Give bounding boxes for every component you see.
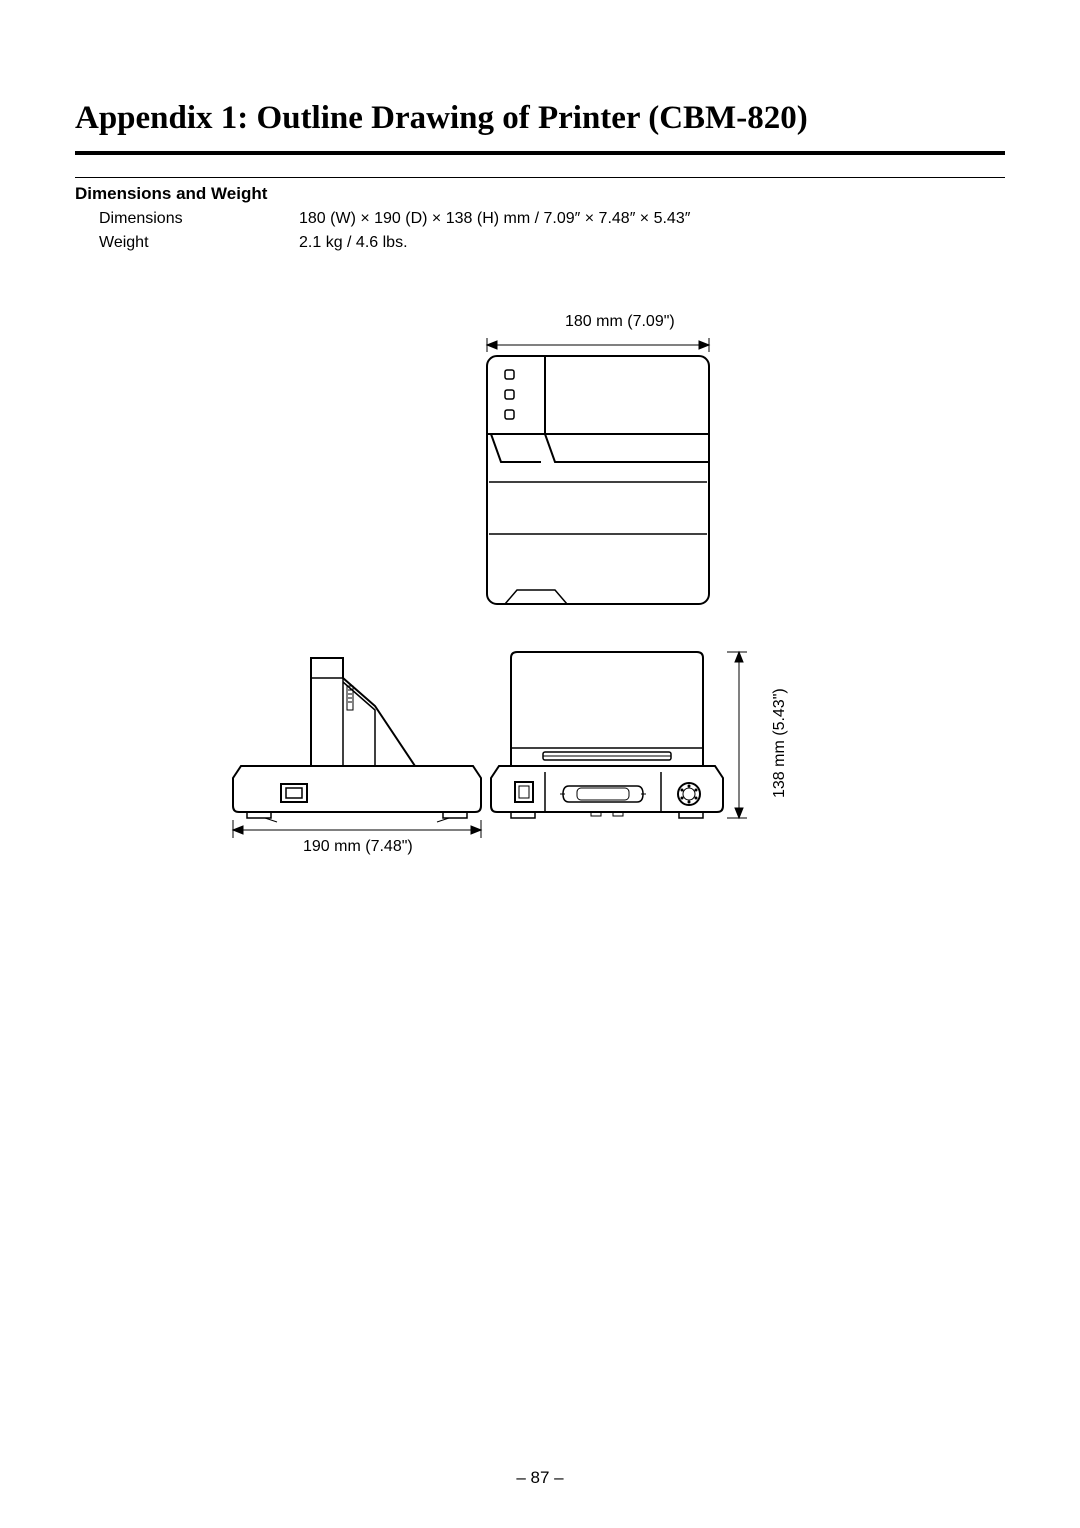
title-rule	[75, 151, 1005, 155]
page-title: Appendix 1: Outline Drawing of Printer (…	[75, 100, 1005, 137]
front-view-drawing	[483, 628, 773, 858]
spec-row-dimensions: Dimensions 180 (W) × 190 (D) × 138 (H) m…	[99, 210, 1005, 228]
spec-label: Weight	[99, 234, 299, 252]
front-view-dim-label: 138 mm (5.43")	[771, 688, 789, 798]
figure-area: 180 mm (7.09")	[75, 258, 1005, 1158]
spec-row-weight: Weight 2.1 kg / 4.6 lbs.	[99, 234, 1005, 252]
top-view-drawing	[483, 334, 743, 614]
spec-table: Dimensions 180 (W) × 190 (D) × 138 (H) m…	[99, 210, 1005, 252]
page-number: – 87 –	[0, 1468, 1080, 1488]
top-view-dim-label: 180 mm (7.09")	[565, 313, 675, 331]
side-view-drawing	[225, 628, 503, 878]
section-rule	[75, 177, 1005, 178]
page: Appendix 1: Outline Drawing of Printer (…	[0, 0, 1080, 1528]
spec-value: 2.1 kg / 4.6 lbs.	[299, 234, 408, 252]
spec-value: 180 (W) × 190 (D) × 138 (H) mm / 7.09″ ×…	[299, 210, 690, 228]
spec-label: Dimensions	[99, 210, 299, 228]
section-heading: Dimensions and Weight	[75, 184, 1005, 204]
